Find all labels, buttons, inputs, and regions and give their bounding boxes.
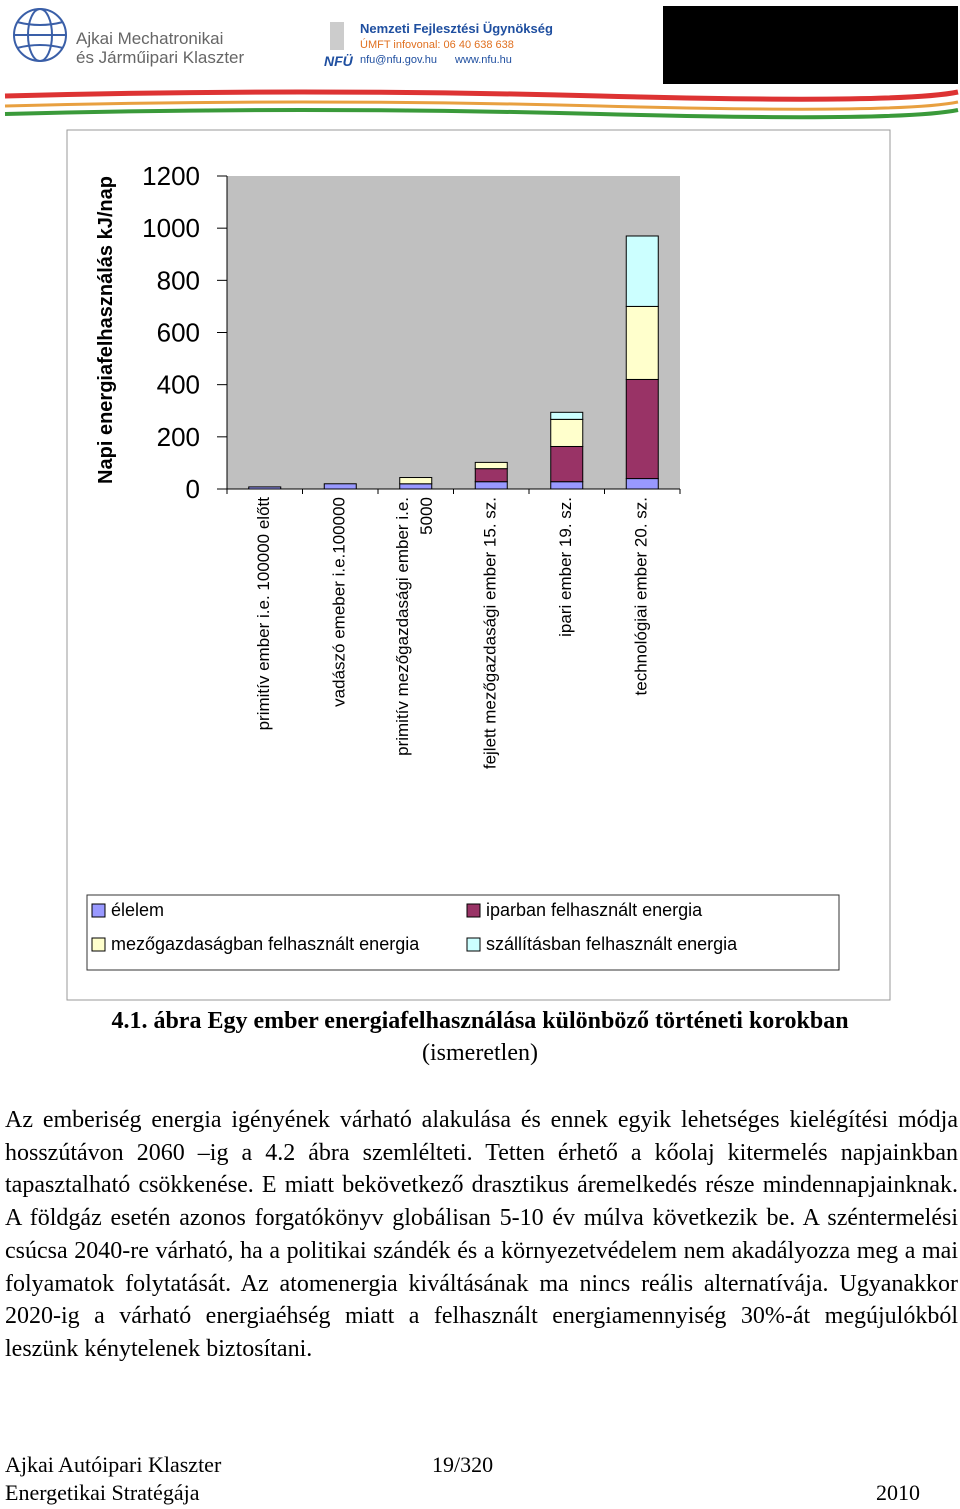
stripe xyxy=(4,100,959,111)
y-axis-label: Napi energiafelhasználás kJ/nap xyxy=(95,176,117,484)
y-tick-label: 600 xyxy=(157,318,200,348)
footer-year: 2010 xyxy=(876,1480,920,1505)
legend-box xyxy=(86,894,840,971)
legend-swatch xyxy=(466,903,481,918)
y-tick-label: 400 xyxy=(157,370,200,400)
legend-label: iparban felhasznált energia xyxy=(486,900,703,920)
legend-label: szállításban felhasznált energia xyxy=(486,934,738,954)
bar-segment xyxy=(474,481,508,490)
legend-swatch xyxy=(91,937,106,952)
caption: 4.1. ábra Egy ember energiafelhasználása… xyxy=(111,1008,849,1034)
nfu-logo: NFÜ xyxy=(324,53,354,69)
bar-segment xyxy=(323,483,357,490)
legend-swatch xyxy=(466,937,481,952)
stripe xyxy=(4,89,959,102)
plot-area xyxy=(227,176,680,489)
bar-segment xyxy=(625,378,659,480)
logo-text: Ajkai Mechatronikai xyxy=(76,29,223,48)
bar-segment xyxy=(625,235,659,307)
bar-segment xyxy=(550,411,584,420)
bar-segment xyxy=(550,418,584,447)
nfu-crest xyxy=(330,22,344,50)
x-tick-label: ipari ember 19. sz. xyxy=(556,497,575,637)
left-logo xyxy=(13,8,67,62)
bar-segment xyxy=(474,461,508,470)
y-tick-label: 0 xyxy=(186,474,200,504)
black-box xyxy=(663,6,958,84)
footer-left: Energetikai Stratégája xyxy=(5,1480,200,1505)
bar-segment xyxy=(625,305,659,380)
caption-source: (ismeretlen) xyxy=(422,1040,538,1066)
y-tick-label: 1200 xyxy=(142,161,200,191)
paragraph: Az emberiség energia igényének várható a… xyxy=(5,1107,958,1362)
bar-segment xyxy=(625,478,659,490)
x-tick-label: 5000 xyxy=(417,497,436,535)
nfu-line: nfu@nfu.gov.hu xyxy=(360,54,437,66)
footer-left: Ajkai Autóipari Klaszter xyxy=(5,1452,222,1477)
legend-swatch xyxy=(91,903,106,918)
nfu-title: Nemzeti Fejlesztési Ügynökség xyxy=(360,21,553,36)
stripe xyxy=(4,108,959,120)
bar-segment xyxy=(399,483,433,490)
y-tick-label: 1000 xyxy=(142,213,200,243)
y-tick-label: 200 xyxy=(157,422,200,452)
nfu-line: www.nfu.hu xyxy=(454,54,512,66)
legend-label: élelem xyxy=(111,900,164,920)
bar-segment xyxy=(474,468,508,483)
bar-segment xyxy=(248,486,282,490)
bar-segment xyxy=(550,445,584,483)
x-tick-label: fejlett mezőgazdasági ember 15. sz. xyxy=(480,497,499,769)
legend-label: mezőgazdaságban felhasznált energia xyxy=(111,934,420,954)
y-tick-label: 800 xyxy=(157,265,200,295)
x-tick-label: vadászó emeber i.e.100000 xyxy=(329,497,348,707)
bar-segment xyxy=(550,481,584,490)
page-graphics: Ajkai Mechatronikai és Járműipari Klaszt… xyxy=(4,6,959,1001)
footer-page: 19/320 xyxy=(432,1452,494,1477)
logo-text: és Járműipari Klaszter xyxy=(76,48,245,67)
bar-segment xyxy=(399,477,433,485)
nfu-line: ÚMFT infovonal: 06 40 638 638 xyxy=(360,38,514,51)
x-tick-label: technológiai ember 20. sz. xyxy=(631,497,650,695)
x-tick-label: primitív mezőgazdasági ember i.e. xyxy=(393,497,412,756)
x-tick-label: primitív ember i.e. 100000 előtt xyxy=(254,497,273,731)
